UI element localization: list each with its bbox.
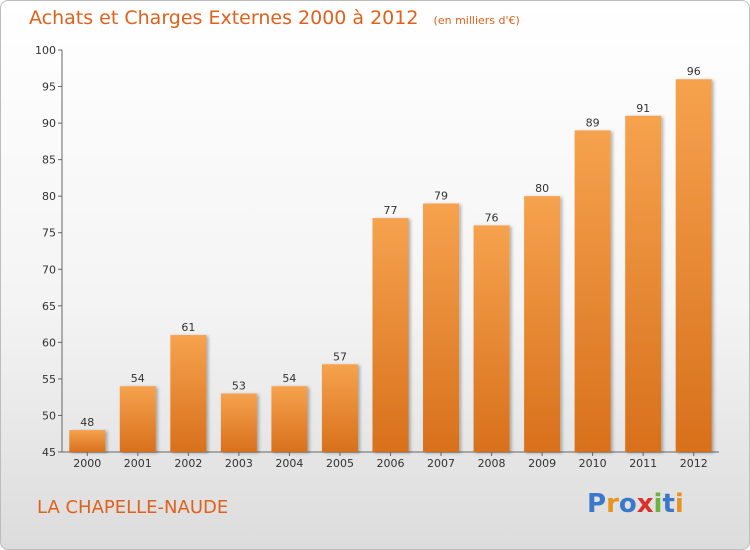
x-tick-label: 2012 bbox=[680, 457, 708, 470]
y-tick-label: 65 bbox=[42, 300, 56, 313]
x-tick-label: 2001 bbox=[124, 457, 152, 470]
x-tick-label: 2005 bbox=[326, 457, 354, 470]
bar-value-label: 53 bbox=[232, 380, 246, 393]
x-tick-label: 2007 bbox=[427, 457, 455, 470]
logo-letter: x bbox=[636, 489, 654, 519]
bar bbox=[675, 79, 712, 453]
x-tick-label: 2010 bbox=[579, 457, 607, 470]
bar-value-label: 96 bbox=[687, 65, 701, 78]
bar bbox=[372, 218, 409, 452]
y-tick-label: 75 bbox=[42, 227, 56, 240]
y-tick-label: 70 bbox=[42, 263, 56, 276]
bar bbox=[119, 386, 156, 452]
logo-letter: i bbox=[653, 489, 663, 519]
bar-value-label: 54 bbox=[131, 372, 145, 385]
bar bbox=[524, 196, 561, 452]
place-name: LA CHAPELLE-NAUDE bbox=[37, 497, 229, 518]
x-tick-label: 2009 bbox=[528, 457, 556, 470]
y-tick-label: 100 bbox=[35, 44, 56, 57]
logo-letter: i bbox=[674, 489, 684, 519]
y-tick-label: 95 bbox=[42, 81, 56, 94]
bar bbox=[69, 430, 106, 452]
bar-value-label: 76 bbox=[485, 211, 499, 224]
logo-letter: o bbox=[618, 489, 637, 519]
bar bbox=[321, 364, 358, 452]
x-tick-label: 2004 bbox=[275, 457, 303, 470]
bar-value-label: 54 bbox=[282, 372, 296, 385]
bar-value-label: 77 bbox=[384, 204, 398, 217]
bar bbox=[423, 203, 460, 452]
bar bbox=[220, 393, 257, 452]
y-tick-label: 50 bbox=[42, 409, 56, 422]
bar-value-label: 57 bbox=[333, 350, 347, 363]
bar bbox=[574, 130, 611, 452]
chart-title: Achats et Charges Externes 2000 à 2012 bbox=[29, 7, 419, 29]
proxiti-logo: Proxiti bbox=[587, 489, 684, 519]
y-tick-label: 55 bbox=[42, 373, 56, 386]
bar-value-label: 48 bbox=[80, 416, 94, 429]
bar bbox=[170, 335, 207, 452]
bar-value-label: 91 bbox=[636, 102, 650, 115]
logo-letter: r bbox=[606, 489, 619, 519]
bar bbox=[625, 115, 662, 453]
title-row: Achats et Charges Externes 2000 à 2012 (… bbox=[29, 7, 520, 29]
bar-value-label: 79 bbox=[434, 189, 448, 202]
bar-value-label: 80 bbox=[535, 182, 549, 195]
y-tick-label: 85 bbox=[42, 154, 56, 167]
bar bbox=[271, 386, 308, 452]
y-tick-label: 45 bbox=[42, 446, 56, 459]
x-tick-label: 2008 bbox=[478, 457, 506, 470]
x-tick-label: 2003 bbox=[225, 457, 253, 470]
y-tick-label: 60 bbox=[42, 336, 56, 349]
logo-letter: t bbox=[662, 489, 675, 519]
y-tick-label: 80 bbox=[42, 190, 56, 203]
x-tick-label: 2000 bbox=[73, 457, 101, 470]
logo-letter: P bbox=[587, 489, 607, 519]
x-tick-label: 2011 bbox=[629, 457, 657, 470]
bar bbox=[473, 225, 510, 452]
bar-value-label: 61 bbox=[181, 321, 195, 334]
x-tick-label: 2002 bbox=[174, 457, 202, 470]
x-tick-label: 2006 bbox=[377, 457, 405, 470]
y-tick-label: 90 bbox=[42, 117, 56, 130]
chart-unit: (en milliers d'€) bbox=[433, 14, 520, 27]
bar-value-label: 89 bbox=[586, 116, 600, 129]
